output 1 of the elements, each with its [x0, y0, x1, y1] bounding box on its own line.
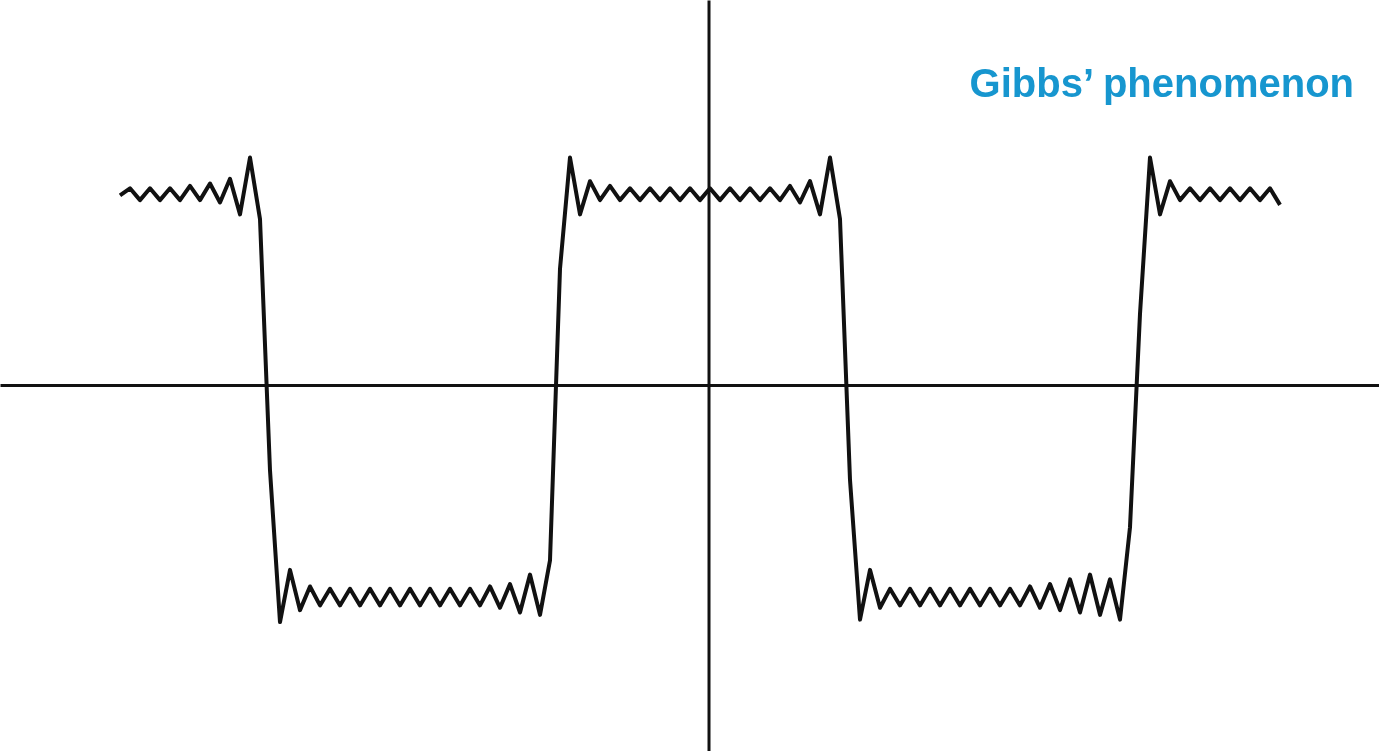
text: Gibbs’ phenomenon	[969, 61, 1354, 105]
